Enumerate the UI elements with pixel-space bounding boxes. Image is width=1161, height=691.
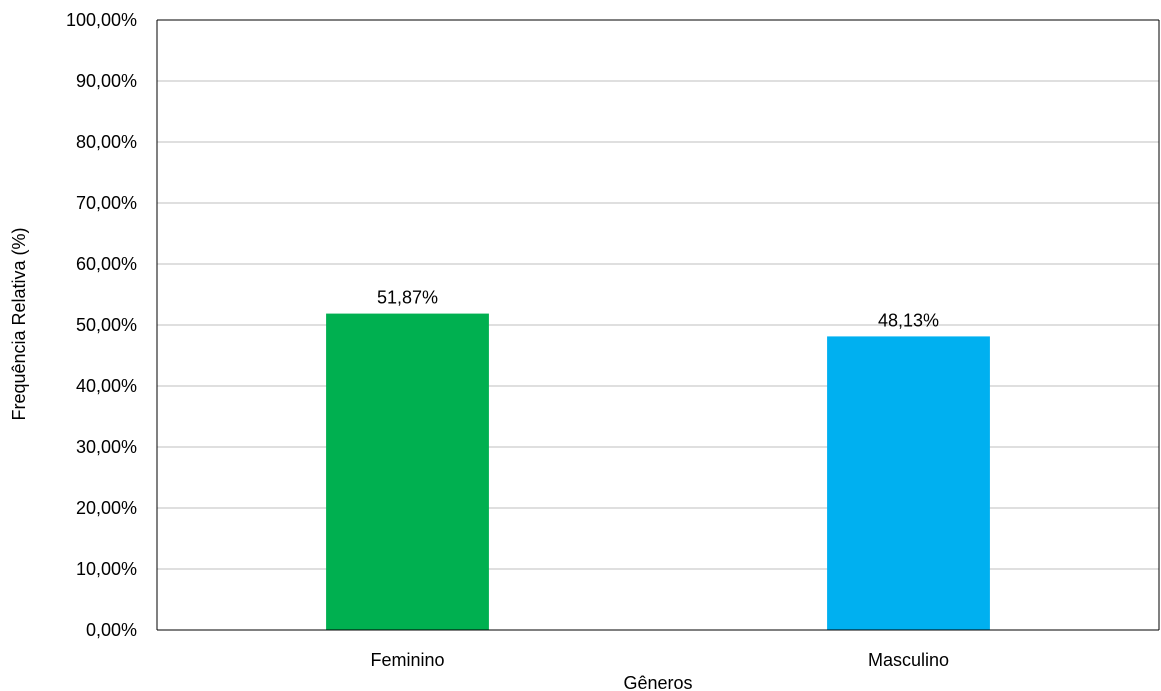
y-tick-label: 20,00% [76, 498, 137, 518]
bar-feminino [326, 313, 489, 630]
x-tick-label: Masculino [868, 650, 949, 670]
y-axis-title: Frequência Relativa (%) [9, 227, 29, 420]
y-tick-label: 0,00% [86, 620, 137, 640]
y-tick-label: 80,00% [76, 132, 137, 152]
y-tick-labels: 0,00% 10,00% 20,00% 30,00% 40,00% 50,00% 60,00… [66, 10, 137, 640]
y-tick-label: 50,00% [76, 315, 137, 335]
bars [326, 313, 990, 630]
axes [156, 19, 1160, 631]
y-tick-label: 10,00% [76, 559, 137, 579]
y-tick-label: 100,00% [66, 10, 137, 30]
gridlines [157, 80, 1159, 570]
data-labels: 51,87% 48,13% [377, 288, 939, 331]
x-axis-title: Gêneros [623, 673, 692, 691]
x-tick-labels: Feminino Masculino [370, 650, 949, 670]
x-tick-label: Feminino [370, 650, 444, 670]
bar-masculino [827, 336, 990, 630]
y-tick-label: 90,00% [76, 71, 137, 91]
y-tick-label: 40,00% [76, 376, 137, 396]
y-tick-label: 60,00% [76, 254, 137, 274]
y-tick-label: 30,00% [76, 437, 137, 457]
data-label: 51,87% [377, 288, 438, 308]
y-tick-label: 70,00% [76, 193, 137, 213]
data-label: 48,13% [878, 310, 939, 330]
